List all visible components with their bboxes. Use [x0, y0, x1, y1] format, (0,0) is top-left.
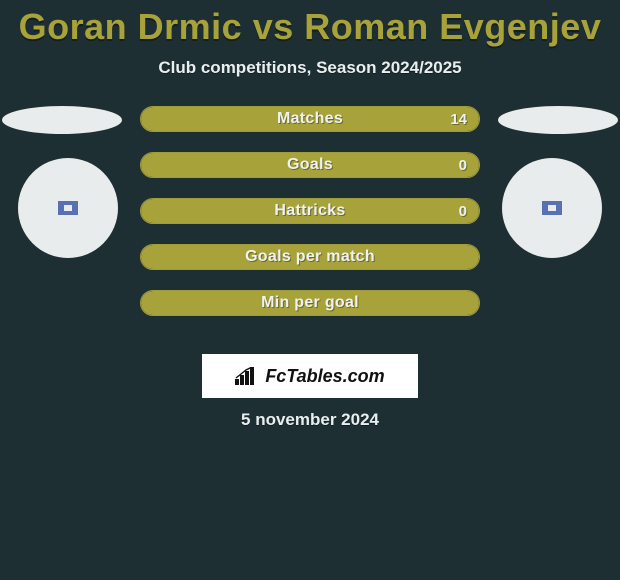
stat-row-min-per-goal: Min per goal [140, 290, 480, 316]
page-title: Goran Drmic vs Roman Evgenjev [0, 0, 620, 48]
stat-row-hattricks: Hattricks 0 [140, 198, 480, 224]
player-right-avatar [502, 158, 602, 258]
stat-value: 0 [459, 153, 467, 177]
footer-date: 5 november 2024 [0, 410, 620, 430]
stat-value: 0 [459, 199, 467, 223]
flag-icon [58, 201, 78, 215]
stat-row-goals-per-match: Goals per match [140, 244, 480, 270]
brand-logo: FcTables.com [202, 354, 418, 398]
stat-bars: Matches 14 Goals 0 Hattricks 0 Goals per… [140, 106, 480, 336]
player-left-avatar [18, 158, 118, 258]
stat-row-goals: Goals 0 [140, 152, 480, 178]
stat-label: Hattricks [141, 199, 479, 223]
comparison-panel: Matches 14 Goals 0 Hattricks 0 Goals per… [0, 106, 620, 366]
player-left-name-placeholder [2, 106, 122, 134]
stat-label: Min per goal [141, 291, 479, 315]
player-right-name-placeholder [498, 106, 618, 134]
flag-icon [542, 201, 562, 215]
bar-chart-icon [235, 367, 257, 385]
stat-label: Goals per match [141, 245, 479, 269]
stat-row-matches: Matches 14 [140, 106, 480, 132]
stat-value: 14 [450, 107, 467, 131]
stat-label: Goals [141, 153, 479, 177]
stat-label: Matches [141, 107, 479, 131]
page-subtitle: Club competitions, Season 2024/2025 [0, 58, 620, 78]
brand-text: FcTables.com [265, 366, 384, 387]
